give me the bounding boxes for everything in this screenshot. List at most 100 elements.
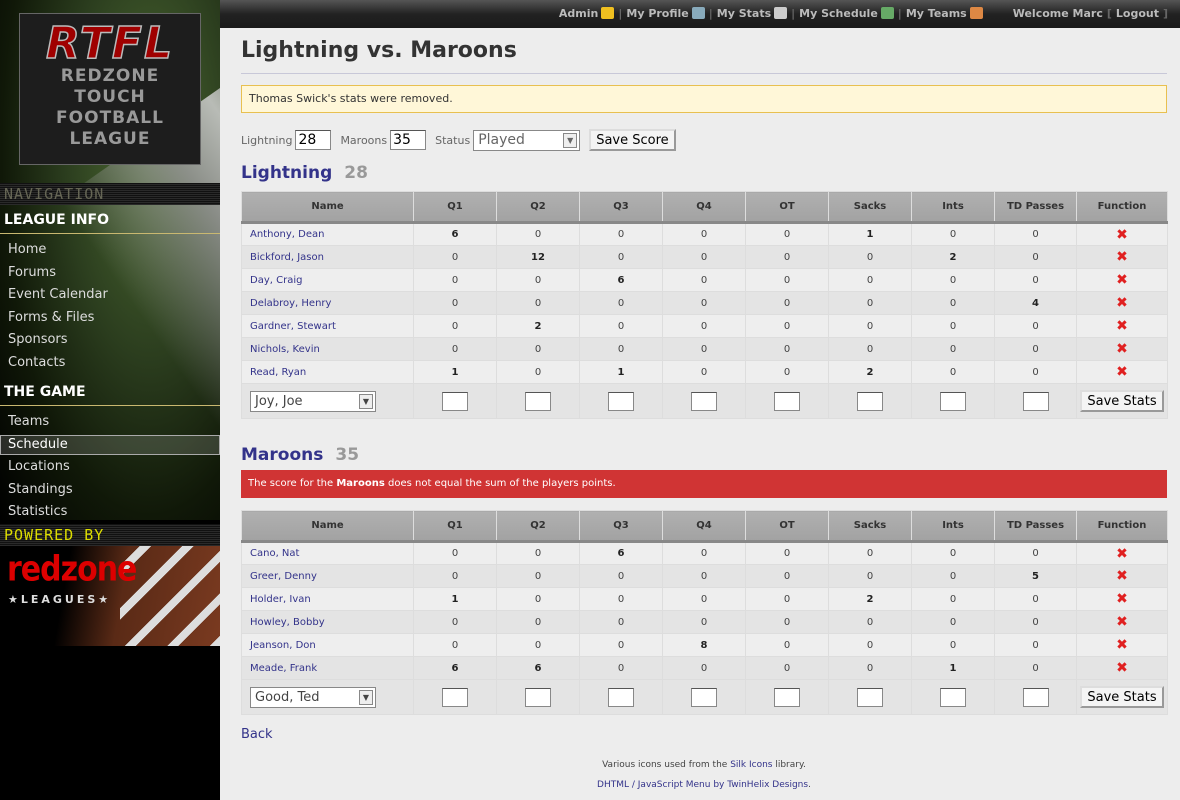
stat-value: 4 xyxy=(1032,297,1039,309)
stat-cell: 0 xyxy=(496,337,580,361)
stat-input-sacks[interactable] xyxy=(857,687,883,707)
users-icon xyxy=(969,7,983,19)
stat-input-q1[interactable] xyxy=(442,391,468,411)
stat-input-ints[interactable] xyxy=(940,391,966,411)
top-link-my-stats[interactable]: My Stats xyxy=(716,7,788,20)
stat-value: 0 xyxy=(700,616,708,628)
stat-input-q2[interactable] xyxy=(525,687,551,707)
player-name-link[interactable]: Jeanson, Don xyxy=(241,633,414,657)
stat-input-cell xyxy=(413,679,497,715)
silk-icons-link[interactable]: Silk Icons xyxy=(730,760,773,770)
stat-value: 6 xyxy=(617,274,625,286)
player-name-link[interactable]: Greer, Denny xyxy=(241,564,414,588)
sidebar-item-statistics[interactable]: Statistics xyxy=(8,504,68,519)
stat-cell: 0 xyxy=(662,314,746,338)
delete-icon[interactable]: ✖ xyxy=(1116,249,1128,265)
stat-cell: 0 xyxy=(496,564,580,588)
sidebar-item-locations[interactable]: Locations xyxy=(8,459,70,474)
delete-icon[interactable]: ✖ xyxy=(1116,568,1128,584)
stat-cell: 0 xyxy=(745,268,829,292)
stat-value: 6 xyxy=(617,548,625,559)
stat-cell: 0 xyxy=(911,222,995,246)
player-name-link[interactable]: Howley, Bobby xyxy=(241,610,414,634)
stat-input-ot[interactable] xyxy=(774,687,800,707)
stat-input-cell xyxy=(662,383,746,419)
stat-input-ot[interactable] xyxy=(774,391,800,411)
delete-icon[interactable]: ✖ xyxy=(1116,341,1128,357)
sidebar-item-schedule[interactable]: Schedule xyxy=(0,434,220,455)
sidebar-item-event-calendar[interactable]: Event Calendar xyxy=(8,287,108,302)
top-link-my-teams[interactable]: My Teams xyxy=(906,7,983,20)
delete-icon[interactable]: ✖ xyxy=(1116,660,1128,676)
delete-icon[interactable]: ✖ xyxy=(1116,272,1128,288)
save-stats-button[interactable]: Save Stats xyxy=(1080,686,1164,708)
back-link[interactable]: Back xyxy=(241,727,273,742)
stat-cell: 6 xyxy=(496,656,580,680)
logout-link[interactable]: Logout xyxy=(1115,7,1159,20)
player-name-link[interactable]: Anthony, Dean xyxy=(241,222,414,246)
player-name-link[interactable]: Day, Craig xyxy=(241,268,414,292)
delete-icon[interactable]: ✖ xyxy=(1116,637,1128,653)
top-link-my-schedule[interactable]: My Schedule xyxy=(799,7,894,20)
player-select[interactable]: Joy, Joe ▼ xyxy=(250,390,376,412)
stat-value: 0 xyxy=(1032,343,1039,355)
player-name-link[interactable]: Read, Ryan xyxy=(241,360,414,384)
top-link-label: My Stats xyxy=(716,7,772,20)
stat-input-q2[interactable] xyxy=(525,391,551,411)
stat-input-q4[interactable] xyxy=(691,391,717,411)
status-select[interactable]: Played ▼ xyxy=(473,129,581,151)
table-row: Gardner, Stewart 0 2 0 0 0 0 0 0 ✖ xyxy=(241,314,1168,338)
stat-input-q4[interactable] xyxy=(691,687,717,707)
delete-icon[interactable]: ✖ xyxy=(1116,614,1128,630)
column-header: TD Passes xyxy=(994,191,1077,224)
twinhelix-link[interactable]: DHTML / JavaScript Menu by TwinHelix Des… xyxy=(597,780,809,790)
id-card-icon xyxy=(691,7,705,19)
player-name-link[interactable]: Meade, Frank xyxy=(241,656,414,680)
stat-input-ints[interactable] xyxy=(940,687,966,707)
stat-input-q1[interactable] xyxy=(442,687,468,707)
delete-icon[interactable]: ✖ xyxy=(1116,318,1128,334)
player-name-link[interactable]: Bickford, Jason xyxy=(241,245,414,269)
delete-icon[interactable]: ✖ xyxy=(1116,545,1128,562)
stat-value: 0 xyxy=(451,570,459,582)
delete-icon[interactable]: ✖ xyxy=(1116,364,1128,380)
stat-input-q3[interactable] xyxy=(608,687,634,707)
player-name-link[interactable]: Delabroy, Henry xyxy=(241,291,414,315)
delete-icon[interactable]: ✖ xyxy=(1116,295,1128,311)
save-score-button[interactable]: Save Score xyxy=(589,129,676,151)
sidebar-item-forms-files[interactable]: Forms & Files xyxy=(8,309,95,325)
delete-icon[interactable]: ✖ xyxy=(1116,591,1128,607)
sidebar-item-sponsors[interactable]: Sponsors xyxy=(8,332,68,347)
column-header: Function xyxy=(1076,191,1168,224)
stat-cell: 0 xyxy=(828,314,912,338)
league-logo[interactable]: RTFL REDZONE TOUCH FOOTBALL LEAGUE xyxy=(19,13,201,165)
player-name-link[interactable]: Gardner, Stewart xyxy=(241,314,414,338)
stat-cell: 0 xyxy=(662,360,746,384)
stat-input-q3[interactable] xyxy=(608,391,634,411)
player-select[interactable]: Good, Ted ▼ xyxy=(250,686,376,708)
away-score-input[interactable] xyxy=(390,130,427,150)
stat-input-sacks[interactable] xyxy=(857,391,883,411)
stat-input-td-passes[interactable] xyxy=(1022,391,1049,411)
player-name-link[interactable]: Nichols, Kevin xyxy=(241,337,414,361)
save-stats-button[interactable]: Save Stats xyxy=(1080,390,1164,412)
stat-cell: 0 xyxy=(496,610,580,634)
stat-input-td-passes[interactable] xyxy=(1022,687,1049,707)
player-name-link[interactable]: Holder, Ivan xyxy=(241,587,414,611)
sidebar-item-forums[interactable]: Forums xyxy=(8,264,56,280)
home-score-input[interactable] xyxy=(295,130,332,150)
player-name-link[interactable]: Cano, Nat xyxy=(241,541,414,565)
stat-cell: 1 xyxy=(579,360,663,384)
sidebar-item-standings[interactable]: Standings xyxy=(8,481,73,497)
top-link-my-profile[interactable]: My Profile xyxy=(626,7,705,20)
redzone-leagues-logo[interactable]: redzone xyxy=(7,549,137,590)
top-link-admin[interactable]: Admin xyxy=(559,7,615,20)
stat-cell: 0 xyxy=(496,541,580,565)
sidebar-item-contacts[interactable]: Contacts xyxy=(8,354,66,370)
delete-icon[interactable]: ✖ xyxy=(1116,226,1128,243)
sidebar-item-teams[interactable]: Teams xyxy=(8,414,50,429)
stat-value: 6 xyxy=(534,662,542,674)
stat-value: 0 xyxy=(783,297,791,309)
stat-cell: 4 xyxy=(994,291,1077,315)
sidebar-item-home[interactable]: Home xyxy=(8,242,47,257)
